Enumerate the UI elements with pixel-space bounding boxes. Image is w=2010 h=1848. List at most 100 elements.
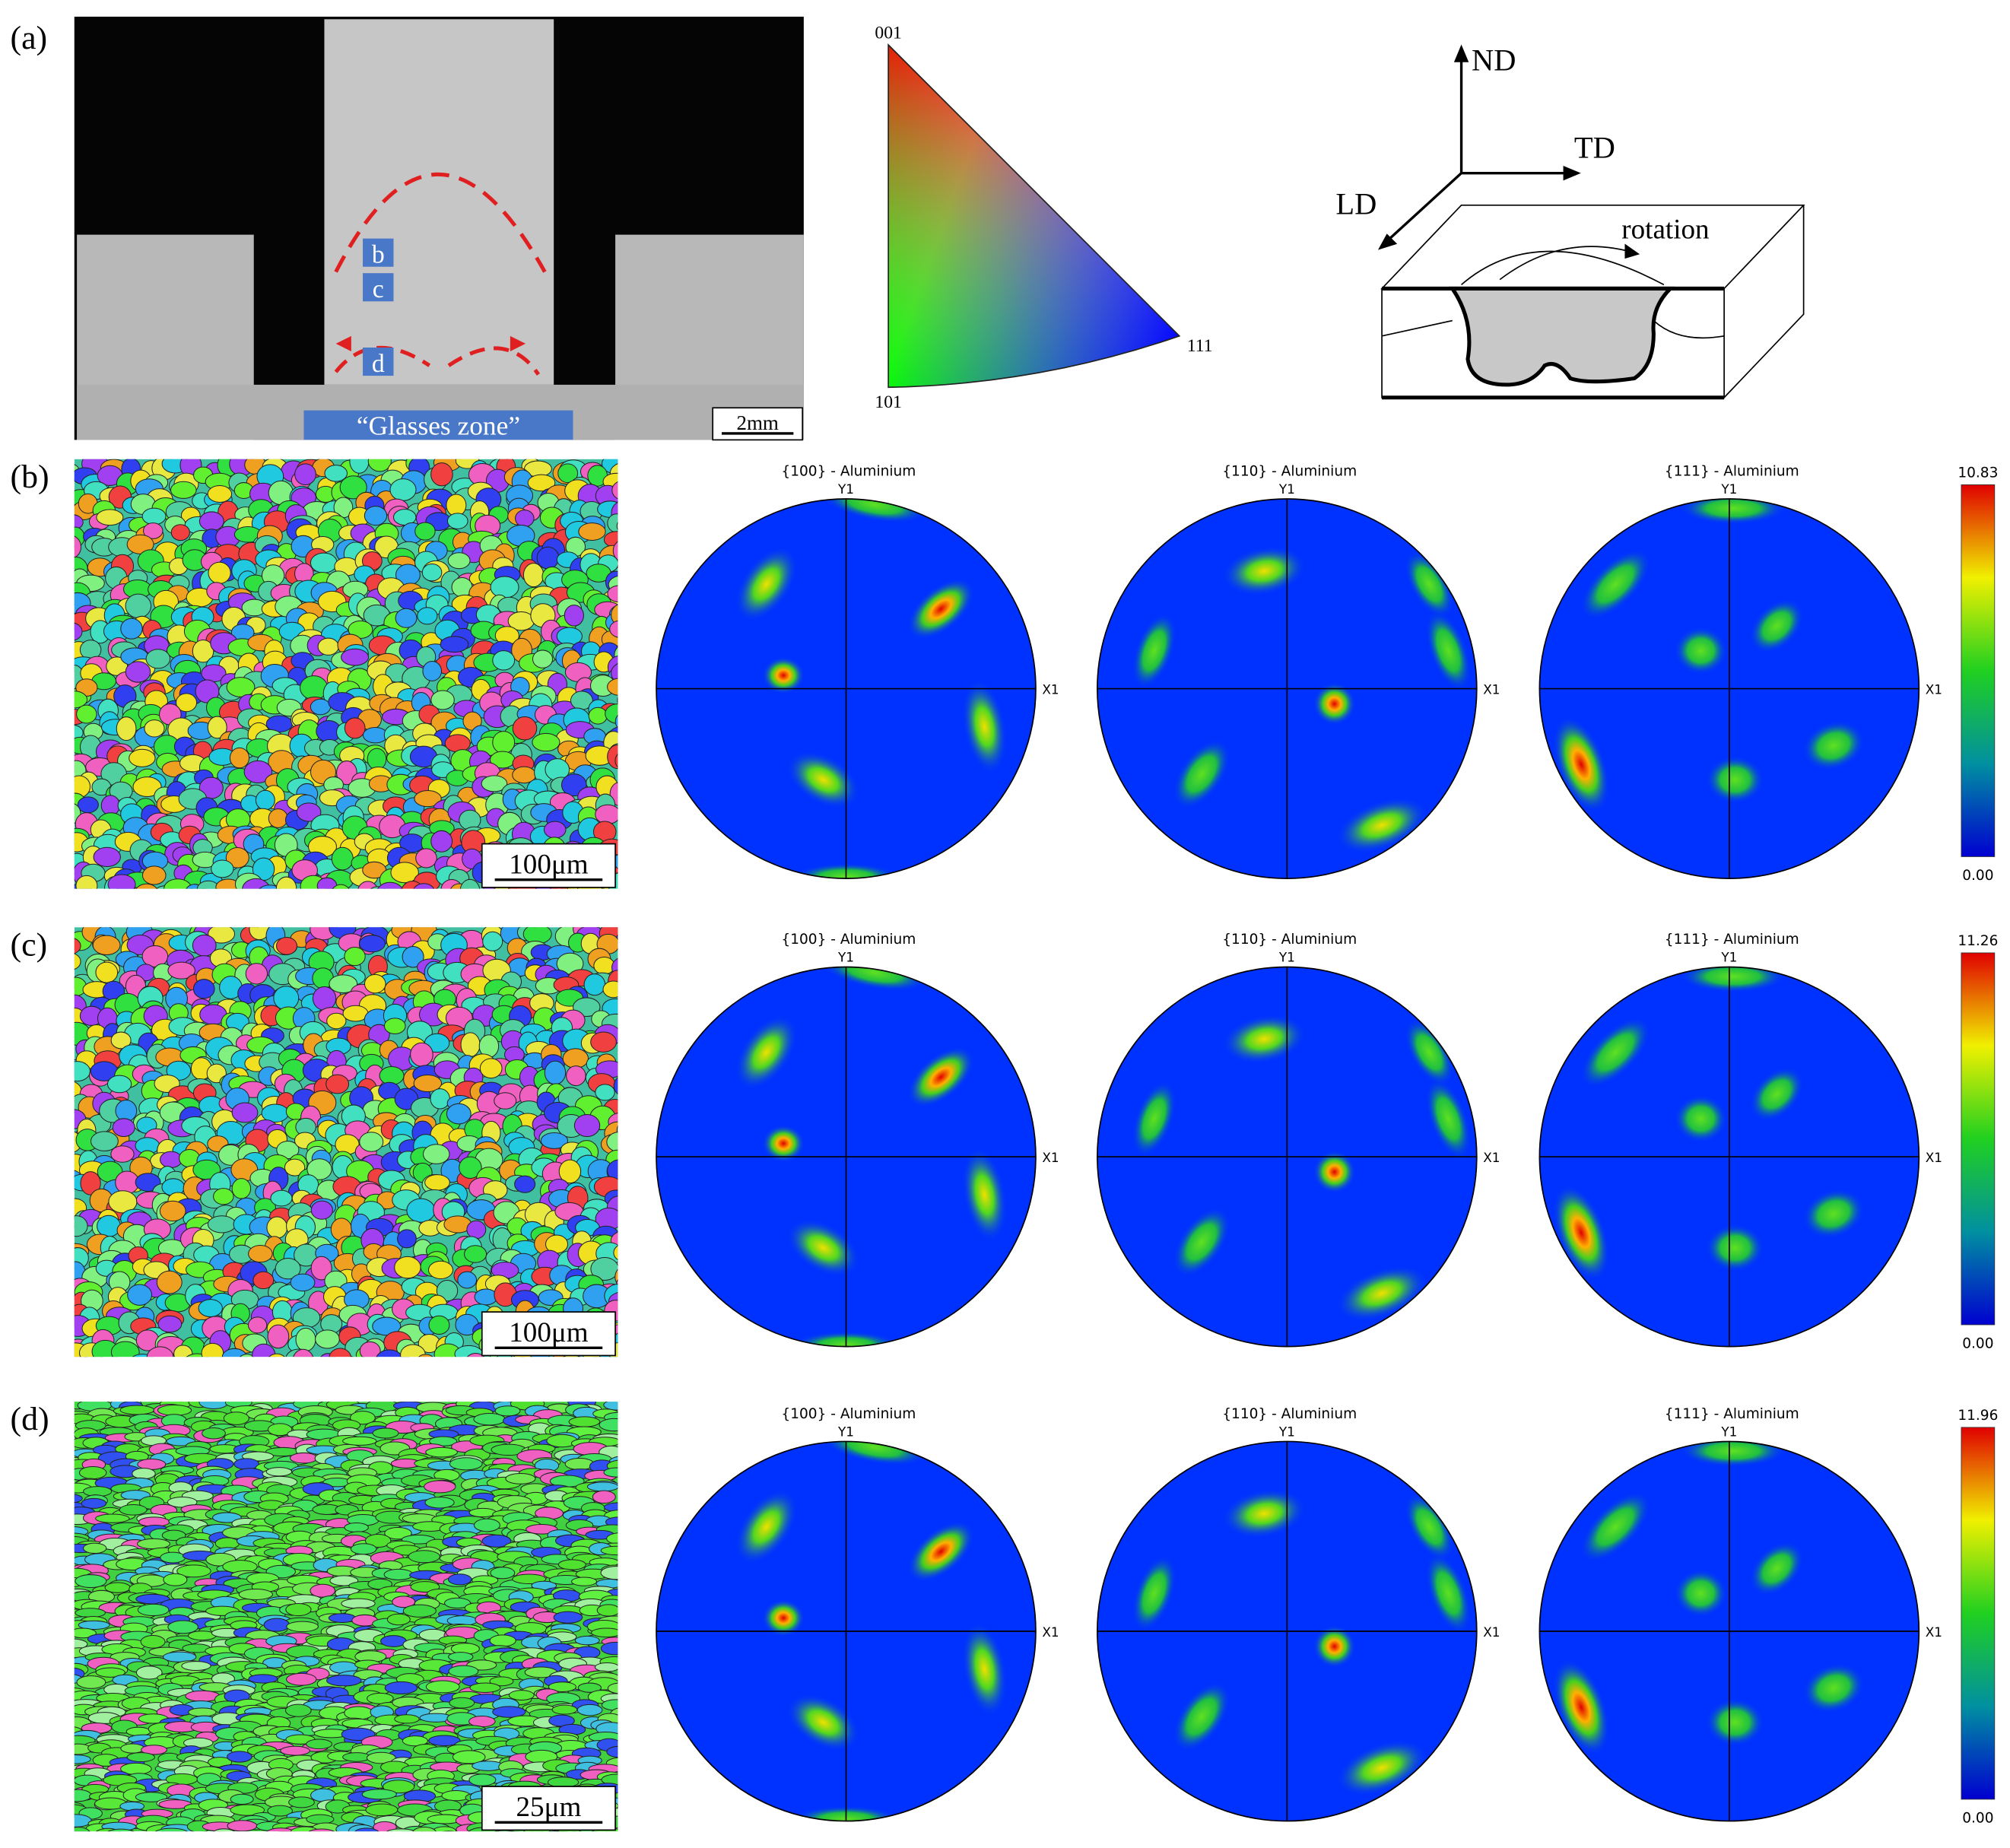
grain — [394, 1256, 421, 1279]
grain — [617, 1190, 618, 1196]
grain — [364, 506, 388, 526]
grain — [473, 1518, 500, 1532]
grain — [532, 649, 554, 668]
grain — [590, 1256, 618, 1281]
pole-spot — [1405, 1018, 1454, 1086]
grain — [562, 1048, 589, 1069]
grain — [362, 726, 388, 744]
grain — [424, 1497, 455, 1509]
grain — [599, 1418, 618, 1432]
pole-outline — [1538, 498, 1920, 879]
grain — [81, 1497, 107, 1509]
pole-spot — [1173, 1681, 1230, 1752]
grain — [270, 1189, 293, 1207]
grain — [386, 1828, 416, 1832]
grain — [317, 637, 339, 656]
grain — [412, 1827, 437, 1832]
grain — [389, 478, 417, 501]
pole-spot — [1580, 1017, 1651, 1088]
grain — [160, 1551, 186, 1564]
pole-spot — [1679, 967, 1786, 992]
grain — [248, 1244, 273, 1263]
grain — [97, 1215, 121, 1237]
grain — [447, 1573, 472, 1586]
grain — [549, 1831, 567, 1832]
ipf-blue — [888, 45, 1180, 388]
y-axis-label: Y1 — [837, 950, 854, 965]
grain — [169, 1833, 195, 1846]
grain — [242, 878, 271, 889]
grain — [159, 1151, 183, 1168]
pole-spot — [1749, 1542, 1804, 1596]
grain — [306, 1814, 335, 1824]
grain — [430, 462, 453, 487]
pole-spot — [907, 1521, 975, 1583]
grain — [618, 1014, 642, 1030]
grain — [440, 636, 469, 653]
grain — [74, 1814, 92, 1827]
y-axis-label: Y1 — [837, 1424, 854, 1440]
grain — [410, 1581, 440, 1593]
grain — [379, 1065, 405, 1085]
pole-spot — [961, 679, 1008, 774]
marker-box — [363, 273, 394, 302]
grain — [266, 1216, 288, 1239]
grain — [74, 938, 81, 954]
grain — [481, 1534, 512, 1548]
grain — [494, 1830, 515, 1832]
grain — [557, 1559, 586, 1570]
grain — [380, 1635, 407, 1647]
pole-spot — [907, 578, 975, 640]
grain — [603, 1402, 618, 1411]
grain — [310, 1256, 332, 1281]
grain — [74, 1638, 88, 1650]
grain — [207, 716, 227, 739]
grain — [459, 1156, 482, 1179]
grain — [289, 1452, 318, 1464]
grain — [536, 546, 560, 570]
x-axis-label: X1 — [1926, 1150, 1942, 1165]
pole-spot — [822, 1441, 927, 1465]
grain — [571, 1577, 598, 1586]
scale-bar-label: 25μm — [516, 1792, 582, 1823]
rotation-arrows — [1461, 246, 1665, 286]
grain — [276, 936, 297, 955]
grain — [621, 1095, 643, 1119]
grain — [515, 510, 535, 528]
grain — [588, 706, 608, 725]
grain — [157, 1315, 183, 1333]
grain — [624, 938, 642, 959]
grain — [181, 1661, 211, 1672]
pole-outline — [656, 966, 1037, 1348]
marker-box — [363, 238, 394, 267]
grain — [342, 1752, 371, 1762]
grain — [212, 1512, 242, 1523]
grain — [344, 717, 366, 739]
pin — [324, 19, 554, 385]
grain — [110, 1145, 135, 1163]
grain — [370, 886, 386, 889]
grain — [602, 980, 618, 999]
pole-spot — [1313, 1151, 1356, 1193]
grain — [607, 585, 618, 603]
grain — [336, 760, 357, 786]
y-axis-label: Y1 — [1278, 481, 1295, 497]
grain — [621, 1046, 646, 1062]
grain — [564, 605, 584, 627]
grain — [74, 535, 82, 559]
grain — [267, 1324, 290, 1349]
grain — [325, 1074, 350, 1094]
grain — [188, 1707, 217, 1717]
grain — [611, 604, 618, 626]
grain — [586, 1481, 618, 1492]
grain — [413, 1074, 443, 1093]
grain — [617, 696, 618, 705]
grain — [176, 1564, 211, 1578]
grain — [548, 1681, 576, 1693]
grain — [255, 789, 275, 811]
grain — [145, 649, 171, 669]
grain — [446, 513, 468, 529]
grain — [92, 935, 121, 956]
grain — [263, 1618, 291, 1632]
